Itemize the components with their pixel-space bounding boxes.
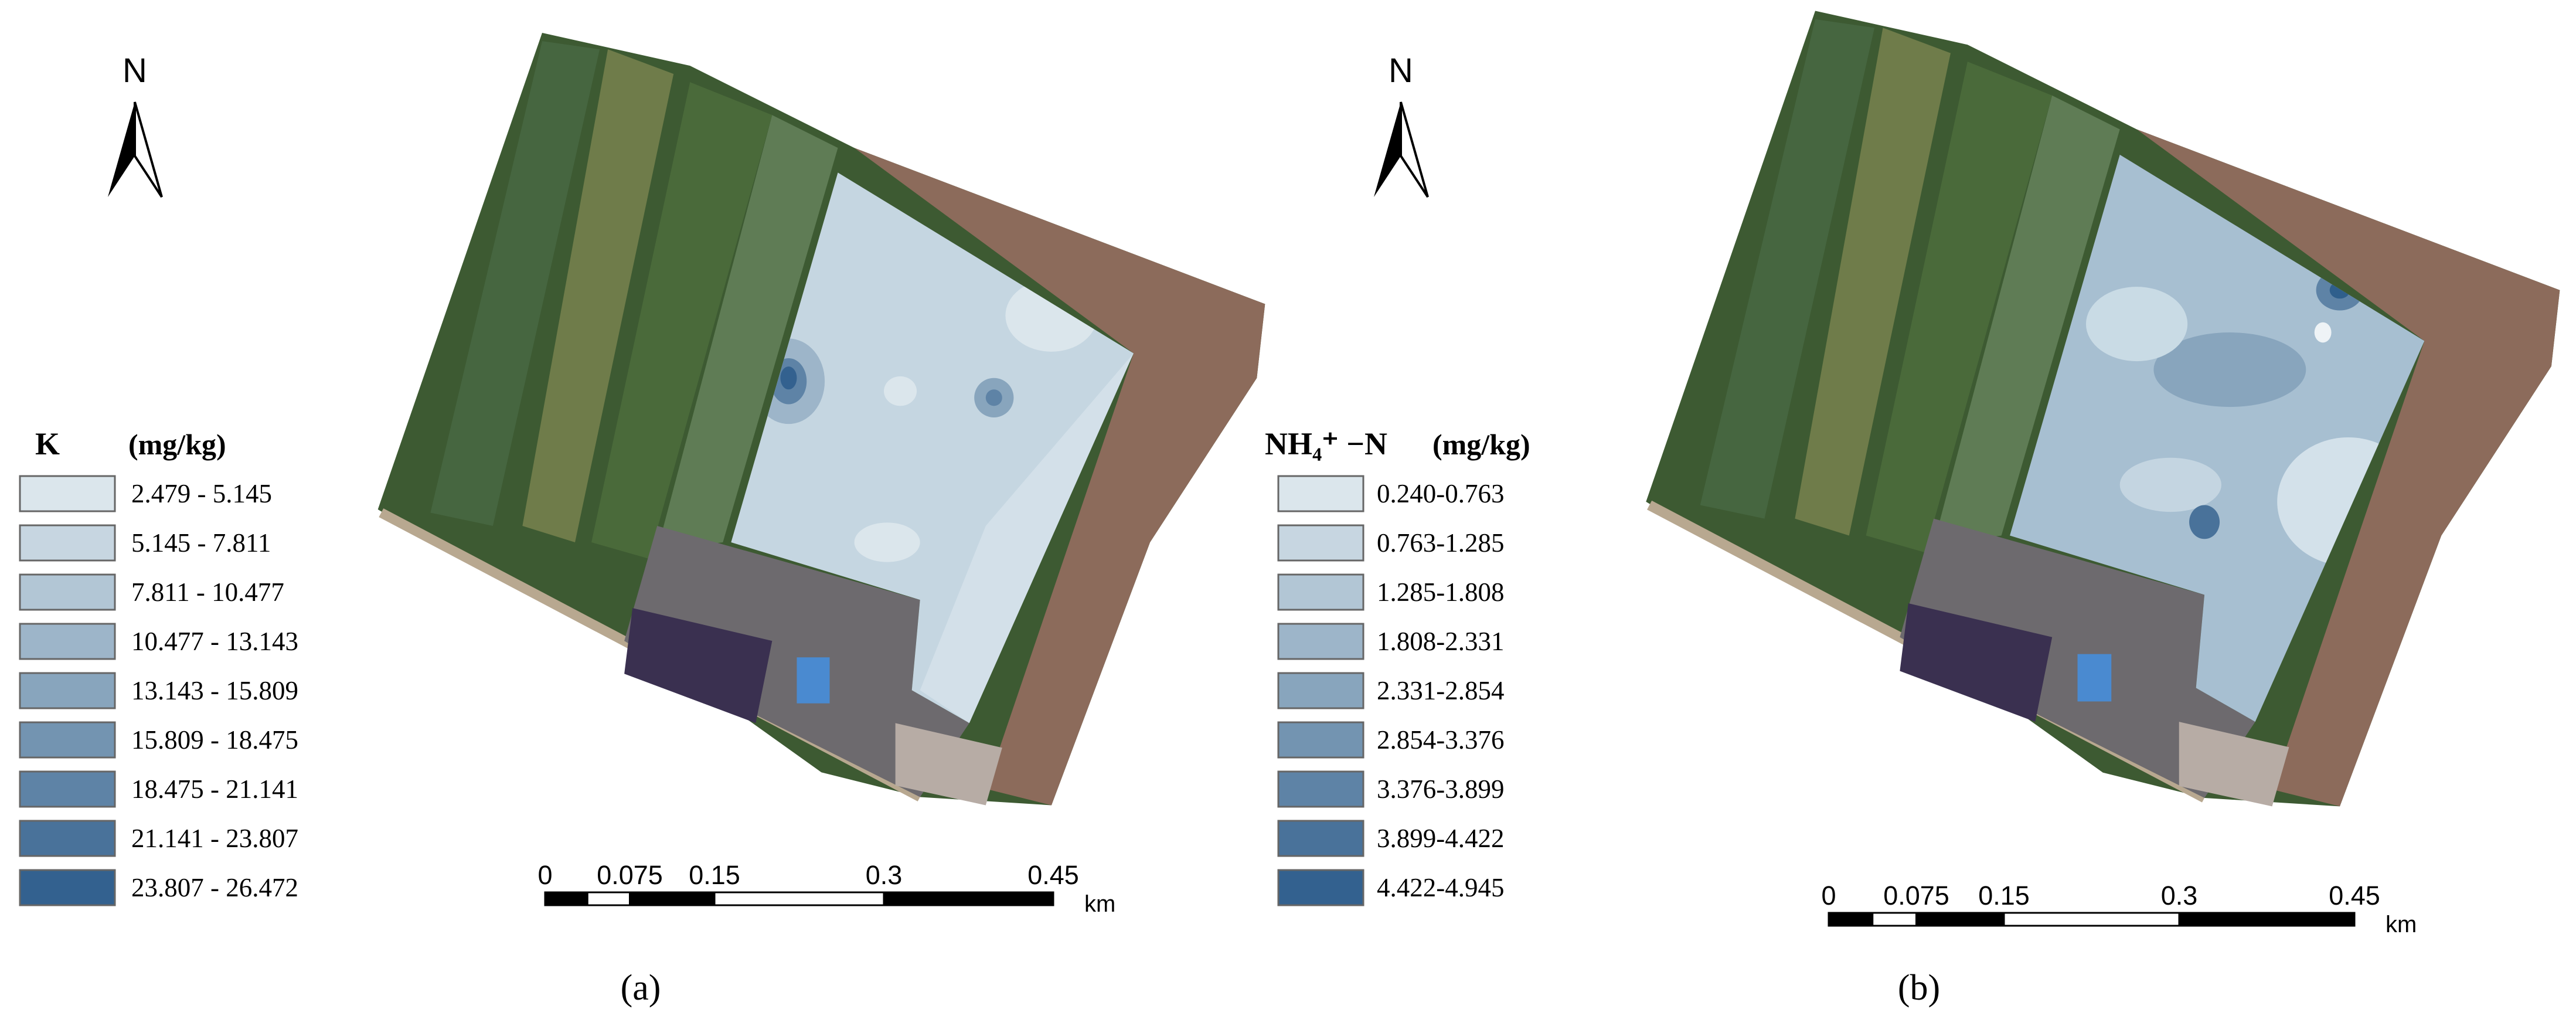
legend-swatch bbox=[19, 869, 116, 906]
legend-label: 2.479 - 5.145 bbox=[131, 479, 272, 508]
legend-label: 18.475 - 21.141 bbox=[131, 774, 298, 804]
legend-label: 10.477 - 13.143 bbox=[131, 627, 298, 656]
scale-bar-segment bbox=[1871, 912, 1917, 927]
scale-bar-segment bbox=[883, 891, 1054, 906]
scale-bar-segment bbox=[586, 891, 631, 906]
north-arrow-left bbox=[1374, 102, 1401, 197]
legend-label: 0.240-0.763 bbox=[1377, 479, 1505, 508]
legend-swatch bbox=[19, 820, 116, 857]
legend-swatch bbox=[1277, 475, 1364, 512]
legend-swatch bbox=[1277, 672, 1364, 709]
legend-swatch bbox=[1277, 770, 1364, 808]
scale-bar-label: 0.075 bbox=[597, 860, 663, 890]
legend-swatch bbox=[19, 524, 116, 562]
north-arrow-right bbox=[134, 101, 163, 198]
legend-swatch bbox=[19, 475, 116, 512]
north-arrow-right bbox=[1400, 101, 1429, 198]
scale-bar-label: 0.3 bbox=[866, 860, 903, 890]
legend-swatch bbox=[1277, 623, 1364, 660]
map-a bbox=[378, 33, 1265, 805]
legend-unit: (mg/kg) bbox=[1432, 428, 1530, 461]
legend-swatch bbox=[19, 623, 116, 660]
caption: (b) bbox=[1898, 968, 1940, 1008]
legend-swatch bbox=[1277, 573, 1364, 611]
scale-bar-label: 0 bbox=[1821, 881, 1836, 911]
legend-label: 0.763-1.285 bbox=[1377, 528, 1505, 558]
scale-bar-label: 0.45 bbox=[1027, 860, 1079, 890]
legend-swatch bbox=[1277, 820, 1364, 857]
legend-label: 3.376-3.899 bbox=[1377, 774, 1505, 804]
legend-swatch bbox=[19, 770, 116, 808]
scale-bar-segment bbox=[713, 891, 885, 906]
scale-bar-label: 0.45 bbox=[2329, 881, 2380, 911]
legend-swatch bbox=[1277, 721, 1364, 759]
legend-label: 2.854-3.376 bbox=[1377, 725, 1505, 755]
legend-label: 7.811 - 10.477 bbox=[131, 577, 284, 607]
scale-bar-label: 0.3 bbox=[2161, 881, 2198, 911]
legend-swatch bbox=[19, 573, 116, 611]
north-label: N bbox=[122, 52, 147, 90]
map-b bbox=[1646, 11, 2560, 806]
scale-bar-segment bbox=[629, 891, 716, 906]
legend-swatch bbox=[19, 721, 116, 759]
legend-label: 13.143 - 15.809 bbox=[131, 676, 298, 705]
legend-swatch bbox=[19, 672, 116, 709]
legend-swatch bbox=[1277, 869, 1364, 906]
legend-swatch bbox=[1277, 524, 1364, 562]
scale-bar-unit: km bbox=[2386, 912, 2417, 937]
legend-title: NH₄⁺ −N bbox=[1265, 426, 1387, 461]
legend-label: 3.899-4.422 bbox=[1377, 824, 1505, 853]
scale-bar-label: 0 bbox=[537, 860, 552, 890]
legend-label: 4.422-4.945 bbox=[1377, 873, 1505, 902]
legend-unit: (mg/kg) bbox=[128, 428, 226, 461]
legend-label: 21.141 - 23.807 bbox=[131, 824, 298, 853]
legend-label: 5.145 - 7.811 bbox=[131, 528, 271, 558]
scale-bar-label: 0.15 bbox=[1978, 881, 2030, 911]
scale-bar-label: 0.075 bbox=[1883, 881, 1949, 911]
legend-label: 1.285-1.808 bbox=[1377, 577, 1505, 607]
north-arrow-left bbox=[108, 102, 135, 197]
scale-bar-segment bbox=[2178, 912, 2356, 927]
scale-bar-segment bbox=[2003, 912, 2180, 927]
caption: (a) bbox=[621, 968, 661, 1008]
scale-bar-segment bbox=[1828, 912, 1874, 927]
legend-label: 23.807 - 26.472 bbox=[131, 873, 298, 902]
scale-bar-unit: km bbox=[1084, 891, 1115, 917]
scale-bar-label: 0.15 bbox=[689, 860, 740, 890]
legend-label: 1.808-2.331 bbox=[1377, 627, 1505, 656]
legend-title: K bbox=[35, 426, 60, 461]
scale-bar-segment bbox=[544, 891, 588, 906]
scale-bar-segment bbox=[1915, 912, 2005, 927]
legend-label: 2.331-2.854 bbox=[1377, 676, 1505, 705]
legend-label: 15.809 - 18.475 bbox=[131, 725, 298, 755]
north-label: N bbox=[1389, 52, 1413, 90]
